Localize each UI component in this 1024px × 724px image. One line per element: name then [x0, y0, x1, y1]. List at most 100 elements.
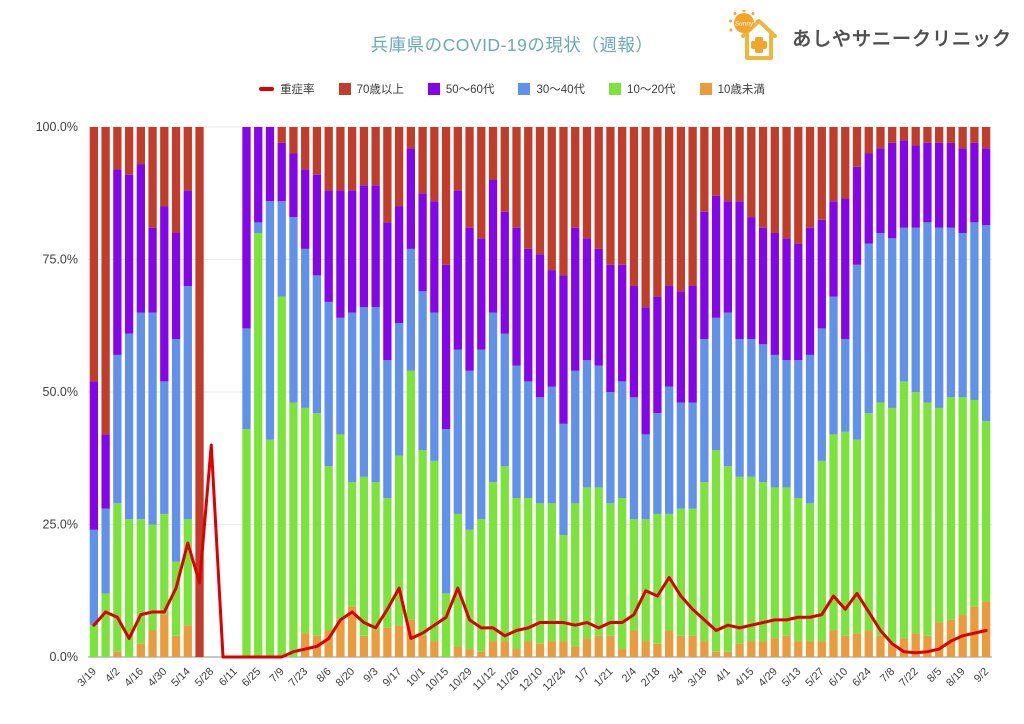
bar-segment-50〜60代[interactable]	[700, 211, 709, 339]
bar-segment-10〜20代[interactable]	[829, 434, 838, 631]
bar-segment-70歳以上[interactable]	[864, 127, 873, 154]
bar-segment-10歳未満[interactable]	[618, 649, 627, 657]
bar-segment-30〜40代[interactable]	[535, 397, 545, 504]
bar-segment-30〜40代[interactable]	[676, 402, 686, 509]
bar-segment-10歳未満[interactable]	[512, 649, 521, 657]
bar-segment-10歳未満[interactable]	[324, 630, 333, 658]
bar-segment-10〜20代[interactable]	[582, 487, 592, 639]
bar-segment-30〜40代[interactable]	[488, 312, 498, 483]
bar-segment-10〜20代[interactable]	[911, 392, 920, 634]
bar-segment-70歳以上[interactable]	[430, 127, 439, 202]
bar-segment-30〜40代[interactable]	[923, 222, 932, 403]
bar-segment-70歳以上[interactable]	[571, 127, 580, 228]
bar-segment-30〜40代[interactable]	[371, 307, 380, 483]
bar-segment-70歳以上[interactable]	[758, 127, 768, 228]
bar-segment-50〜60代[interactable]	[524, 248, 533, 382]
bar-segment-30〜40代[interactable]	[864, 243, 873, 414]
bar-segment-30〜40代[interactable]	[852, 264, 862, 440]
bar-segment-30〜40代[interactable]	[453, 349, 462, 514]
bar-segment-50〜60代[interactable]	[723, 201, 732, 313]
bar-segment-10歳未満[interactable]	[888, 643, 897, 657]
bar-segment-70歳以上[interactable]	[735, 127, 744, 202]
bar-segment-10歳未満[interactable]	[148, 630, 157, 658]
bar-segment-10〜20代[interactable]	[171, 561, 181, 636]
bar-segment-10〜20代[interactable]	[371, 482, 380, 631]
bar-segment-10〜20代[interactable]	[782, 487, 791, 636]
bar-segment-10〜20代[interactable]	[477, 519, 486, 652]
bar-segment-10歳未満[interactable]	[477, 651, 486, 657]
bar-segment-30〜40代[interactable]	[641, 434, 650, 520]
bar-segment-50〜60代[interactable]	[876, 148, 885, 233]
bar-segment-10歳未満[interactable]	[559, 641, 568, 657]
bar-segment-10歳未満[interactable]	[394, 625, 404, 657]
bar-segment-70歳以上[interactable]	[136, 127, 145, 165]
bar-segment-30〜40代[interactable]	[782, 360, 791, 488]
bar-segment-30〜40代[interactable]	[242, 328, 251, 430]
bar-segment-50〜60代[interactable]	[841, 198, 850, 339]
bar-segment-10歳未満[interactable]	[747, 641, 756, 657]
bar-segment-30〜40代[interactable]	[981, 225, 991, 422]
bar-segment-70歳以上[interactable]	[829, 127, 838, 202]
bar-segment-10〜20代[interactable]	[711, 450, 721, 652]
bar-segment-50〜60代[interactable]	[453, 190, 462, 350]
bar-segment-70歳以上[interactable]	[171, 127, 181, 233]
bar-segment-30〜40代[interactable]	[946, 227, 956, 398]
bar-segment-70歳以上[interactable]	[911, 127, 920, 146]
bar-segment-30〜40代[interactable]	[289, 217, 298, 403]
bar-segment-70歳以上[interactable]	[782, 127, 791, 239]
bar-segment-10歳未満[interactable]	[430, 641, 439, 657]
bar-segment-10〜20代[interactable]	[618, 498, 627, 650]
bar-segment-10歳未満[interactable]	[676, 635, 686, 657]
bar-segment-70歳以上[interactable]	[148, 127, 157, 228]
bar-segment-10歳未満[interactable]	[770, 638, 779, 657]
bar-segment-10〜20代[interactable]	[700, 482, 709, 642]
bar-segment-50〜60代[interactable]	[148, 227, 157, 313]
bar-segment-30〜40代[interactable]	[465, 370, 474, 530]
bar-segment-10〜20代[interactable]	[559, 535, 568, 642]
bar-segment-30〜40代[interactable]	[794, 360, 803, 498]
bar-segment-10〜20代[interactable]	[981, 421, 991, 602]
bar-segment-10歳未満[interactable]	[524, 641, 533, 657]
bar-segment-30〜40代[interactable]	[89, 529, 99, 626]
bar-segment-10歳未満[interactable]	[500, 641, 509, 657]
bar-segment-30〜40代[interactable]	[524, 381, 533, 498]
bar-segment-70歳以上[interactable]	[183, 127, 192, 191]
bar-segment-10〜20代[interactable]	[348, 482, 357, 607]
bar-segment-10歳未満[interactable]	[160, 614, 169, 657]
bar-segment-70歳以上[interactable]	[312, 127, 322, 175]
bar-segment-50〜60代[interactable]	[465, 227, 474, 371]
bar-segment-70歳以上[interactable]	[371, 127, 380, 186]
bar-segment-50〜60代[interactable]	[418, 193, 427, 292]
bar-segment-30〜40代[interactable]	[394, 323, 404, 456]
bar-segment-70歳以上[interactable]	[606, 127, 615, 265]
bar-segment-70歳以上[interactable]	[383, 127, 392, 223]
bar-segment-50〜60代[interactable]	[430, 201, 439, 313]
bar-segment-10〜20代[interactable]	[653, 513, 662, 644]
bar-segment-10〜20代[interactable]	[324, 466, 333, 631]
bar-segment-70歳以上[interactable]	[794, 127, 803, 244]
bar-segment-10〜20代[interactable]	[277, 296, 286, 657]
bar-segment-10歳未満[interactable]	[136, 643, 145, 657]
bar-segment-50〜60代[interactable]	[641, 307, 650, 435]
bar-segment-50〜60代[interactable]	[359, 185, 369, 308]
bar-segment-10〜20代[interactable]	[113, 503, 122, 652]
bar-segment-10〜20代[interactable]	[935, 407, 944, 623]
bar-segment-30〜40代[interactable]	[265, 201, 275, 440]
bar-segment-10〜20代[interactable]	[148, 524, 157, 631]
bar-segment-70歳以上[interactable]	[535, 127, 545, 255]
bar-segment-50〜60代[interactable]	[183, 190, 192, 286]
bar-segment-50〜60代[interactable]	[829, 201, 838, 297]
bar-segment-50〜60代[interactable]	[946, 142, 956, 228]
bar-segment-10歳未満[interactable]	[946, 619, 956, 657]
bar-segment-70歳以上[interactable]	[289, 127, 298, 154]
bar-segment-50〜60代[interactable]	[406, 148, 416, 249]
bar-segment-10歳未満[interactable]	[336, 619, 345, 657]
bar-segment-10〜20代[interactable]	[160, 513, 169, 615]
bar-segment-30〜40代[interactable]	[571, 370, 580, 504]
bar-segment-30〜40代[interactable]	[888, 238, 897, 408]
bar-segment-70歳以上[interactable]	[981, 127, 991, 149]
bar-segment-10〜20代[interactable]	[336, 434, 345, 620]
bar-segment-30〜40代[interactable]	[512, 365, 521, 499]
bar-segment-30〜40代[interactable]	[359, 307, 369, 477]
bar-segment-30〜40代[interactable]	[348, 312, 357, 483]
